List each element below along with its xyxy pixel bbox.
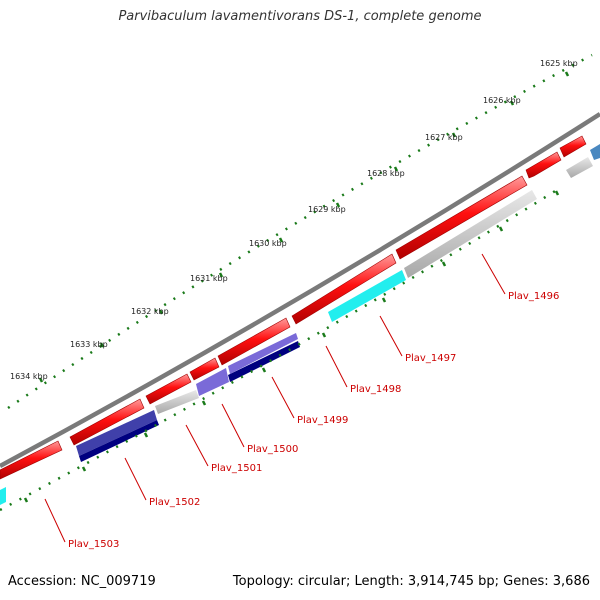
scale-labels: 1625 kbp 1626 kbp 1627 kbp 1628 kbp 1629… <box>10 59 578 381</box>
cds-feature[interactable] <box>395 175 528 260</box>
gene-feature[interactable] <box>228 333 298 374</box>
scale-label: 1625 kbp <box>540 59 578 68</box>
gene-label[interactable]: Plav_1497 <box>405 353 456 364</box>
reverse-gene-track <box>0 144 600 505</box>
gene-feature[interactable] <box>79 420 159 462</box>
genome-summary: Topology: circular; Length: 3,914,745 bp… <box>232 574 590 589</box>
scale-ticks-inner <box>23 190 560 503</box>
scale-label: 1628 kbp <box>367 169 405 178</box>
gene-feature[interactable] <box>196 368 229 396</box>
accession-text: Accession: NC_009719 <box>8 574 156 589</box>
cds-feature[interactable] <box>559 135 587 158</box>
scale-ring-inner <box>0 186 561 512</box>
cds-feature[interactable] <box>217 317 291 366</box>
gene-feature[interactable] <box>76 410 157 456</box>
scale-label: 1630 kbp <box>249 239 287 248</box>
gene-feature[interactable] <box>404 190 537 278</box>
scale-ring-outer <box>7 53 593 410</box>
scale-label: 1627 kbp <box>425 133 463 142</box>
cds-feature[interactable] <box>145 373 192 405</box>
cds-feature[interactable] <box>69 398 145 446</box>
gene-feature[interactable] <box>155 390 199 414</box>
cds-feature[interactable] <box>189 357 220 381</box>
gene-label[interactable]: Plav_1498 <box>350 384 401 395</box>
gene-labels: Plav_1496 Plav_1497 Plav_1498 Plav_1499 … <box>68 291 559 550</box>
scale-label: 1632 kbp <box>131 307 169 316</box>
gene-feature[interactable] <box>590 144 600 160</box>
gene-label[interactable]: Plav_1499 <box>297 415 348 426</box>
gene-label[interactable]: Plav_1501 <box>211 463 262 474</box>
gene-label[interactable]: Plav_1496 <box>508 291 559 302</box>
gene-label[interactable]: Plav_1503 <box>68 539 119 550</box>
gene-feature[interactable] <box>0 487 6 505</box>
scale-ticks-outer <box>38 71 570 383</box>
backbone-ring <box>0 112 600 468</box>
gene-label[interactable]: Plav_1500 <box>247 444 298 455</box>
label-leaders <box>44 253 506 543</box>
scale-label: 1633 kbp <box>70 340 108 349</box>
gene-label[interactable]: Plav_1502 <box>149 497 200 508</box>
scale-label: 1629 kbp <box>308 205 346 214</box>
gene-feature[interactable] <box>328 270 406 322</box>
forward-cds-track <box>0 135 587 480</box>
scale-label: 1634 kbp <box>10 372 48 381</box>
cds-feature[interactable] <box>0 440 63 480</box>
gene-feature[interactable] <box>566 157 593 178</box>
cds-feature[interactable] <box>291 253 397 325</box>
scale-label: 1626 kbp <box>483 96 521 105</box>
cds-feature[interactable] <box>525 151 562 179</box>
scale-label: 1631 kbp <box>190 274 228 283</box>
gene-feature[interactable] <box>228 341 300 382</box>
map-title: Parvibaculum lavamentivorans DS-1, compl… <box>118 9 482 24</box>
